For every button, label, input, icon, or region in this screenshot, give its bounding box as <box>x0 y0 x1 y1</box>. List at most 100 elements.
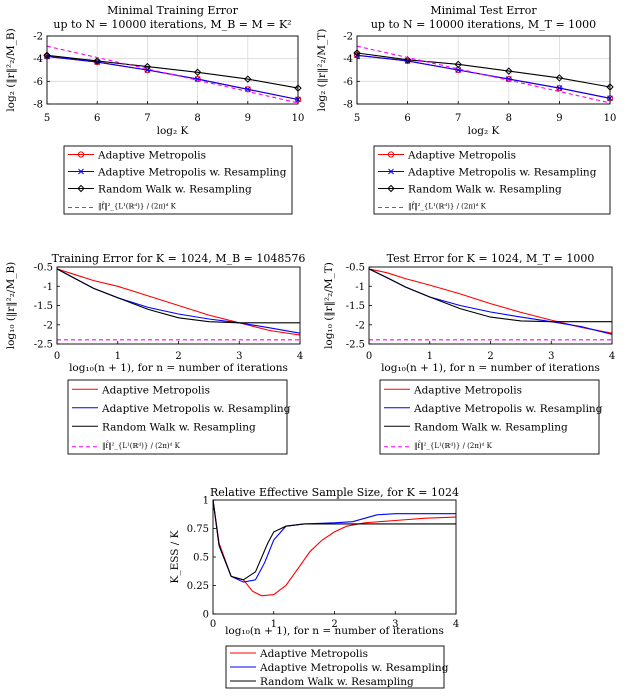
chart-title: Minimal Test Error <box>430 4 537 17</box>
series-line <box>368 268 612 323</box>
legend-label: Adaptive Metropolis <box>413 384 522 396</box>
y-tick-label: -8 <box>343 100 353 111</box>
plot-area <box>357 36 610 104</box>
x-tick-label: 3 <box>392 619 398 630</box>
chart-subtitle: up to N = 10000 iterations, M_B = M = K² <box>53 18 291 31</box>
legend-label: Adaptive Metropolis <box>97 150 206 162</box>
data-point <box>77 151 85 158</box>
data-point <box>505 67 513 75</box>
chart-train_n: Training Error for K = 1024, M_B = 10485… <box>5 252 306 455</box>
legend-label: Random Walk w. Resampling <box>98 184 252 196</box>
x-tick-label: 2 <box>331 619 337 630</box>
x-tick-label: 2 <box>487 351 493 362</box>
y-axis-label: log₂ (‖r‖²₂/M_B) <box>5 28 18 111</box>
legend-label: Adaptive Metropolis w. Resampling <box>97 167 287 179</box>
data-point <box>93 57 101 65</box>
legend-label: Adaptive Metropolis <box>407 150 516 162</box>
y-tick-label: -6 <box>343 77 353 88</box>
x-tick-label: 9 <box>556 113 562 124</box>
x-axis-label: log₂ K <box>157 125 189 137</box>
x-tick-label: 10 <box>604 113 617 124</box>
series-line <box>356 52 611 88</box>
x-tick-label: 3 <box>548 351 554 362</box>
x-tick-label: 0 <box>210 619 216 630</box>
y-tick-label: -1 <box>43 282 53 293</box>
data-point <box>388 168 394 175</box>
data-point <box>193 68 202 76</box>
series-line <box>56 268 301 336</box>
x-tick-label: 1 <box>427 351 433 362</box>
x-tick-label: 10 <box>292 113 305 124</box>
x-tick-label: 1 <box>115 351 121 362</box>
y-axis-label: K_ESS / K <box>169 530 181 583</box>
chart-title: Relative Effective Sample Size, for K = … <box>210 486 459 499</box>
x-axis-label: log₁₀(n + 1), for n = number of iteratio… <box>225 625 444 637</box>
data-point-stroke <box>78 168 84 175</box>
chart-test_n: Test Error for K = 1024, M_T = 1000 0 1 2 3 4… <box>323 252 615 455</box>
y-tick-label: -1.5 <box>346 301 365 312</box>
x-tick-label: 8 <box>194 113 200 124</box>
chart-title: Training Error for K = 1024, M_B = 10485… <box>52 252 306 265</box>
series-line <box>46 54 299 89</box>
legend-label: ‖f̂‖²_{L¹(ℝᵈ)} / (2π)ᵈ K <box>408 202 487 211</box>
legend-label: ‖f̂‖²_{L¹(ℝᵈ)} / (2π)ᵈ K <box>98 202 177 211</box>
y-tick-label: -6 <box>33 77 43 88</box>
x-tick-label: 0 <box>54 351 60 362</box>
data-point <box>78 168 84 175</box>
y-tick-label: -2 <box>43 320 53 331</box>
y-axis-label: log₁₀ (‖r‖²₂/M_B) <box>5 262 18 350</box>
axes-frame <box>368 266 613 345</box>
legend-box <box>63 145 293 215</box>
data-point <box>143 62 152 71</box>
data-point-stroke <box>556 85 563 91</box>
chart-ess: Relative Effective Sample Size, for K = … <box>169 486 459 689</box>
x-tick-label: 9 <box>245 113 251 124</box>
axes-frame <box>56 266 301 345</box>
y-tick-label: -0.5 <box>346 263 365 274</box>
data-point <box>454 60 462 69</box>
axes-frame <box>356 35 611 105</box>
chart-title: Test Error for K = 1024, M_T = 1000 <box>387 252 595 265</box>
legend-label: Adaptive Metropolis <box>259 648 368 660</box>
x-tick-label: 5 <box>354 113 360 124</box>
data-point <box>244 75 252 83</box>
x-tick-label: 2 <box>175 351 181 362</box>
y-tick-label: -2 <box>343 32 353 43</box>
y-tick-label: -1.5 <box>34 301 53 312</box>
data-point <box>556 85 563 91</box>
data-point <box>387 184 395 193</box>
y-tick-label: 0.5 <box>193 553 209 564</box>
legend-label: Adaptive Metropolis <box>101 384 210 396</box>
data-point <box>387 151 395 158</box>
y-tick-label: -2.5 <box>34 340 53 351</box>
x-tick-label: 1 <box>271 619 277 630</box>
x-tick-label: 8 <box>506 113 512 124</box>
data-point-stroke <box>194 76 201 82</box>
data-point-stroke <box>455 67 462 73</box>
x-tick-label: 6 <box>94 113 100 124</box>
legend-box <box>225 645 445 689</box>
y-tick-label: 0 <box>203 610 209 621</box>
y-tick-label: -0.5 <box>34 263 53 274</box>
legend-label: Adaptive Metropolis w. Resampling <box>413 403 603 415</box>
y-tick-label: -4 <box>33 54 43 65</box>
data-point <box>403 56 412 64</box>
x-axis-label: log₁₀(n + 1), for n = number of iteratio… <box>69 362 288 374</box>
y-tick-label: 0.25 <box>187 581 209 592</box>
axes-frame <box>212 499 457 615</box>
x-axis-label: log₂ K <box>468 125 500 137</box>
legend-label: Adaptive Metropolis w. Resampling <box>407 167 597 179</box>
x-tick-label: 4 <box>609 351 615 362</box>
y-axis-label: log₁₀ (‖r‖²₂/M_T) <box>323 262 336 349</box>
legend-label: ‖f̂‖²_{L¹(ℝᵈ)} / (2π)ᵈ K <box>414 441 493 450</box>
x-tick-label: 4 <box>453 619 459 630</box>
series-line <box>356 45 611 104</box>
x-tick-label: 0 <box>366 351 372 362</box>
y-tick-label: -4 <box>343 54 353 65</box>
data-point-stroke <box>505 76 512 82</box>
legend-label: Adaptive Metropolis w. Resampling <box>259 662 449 674</box>
x-tick-label: 3 <box>236 351 242 362</box>
